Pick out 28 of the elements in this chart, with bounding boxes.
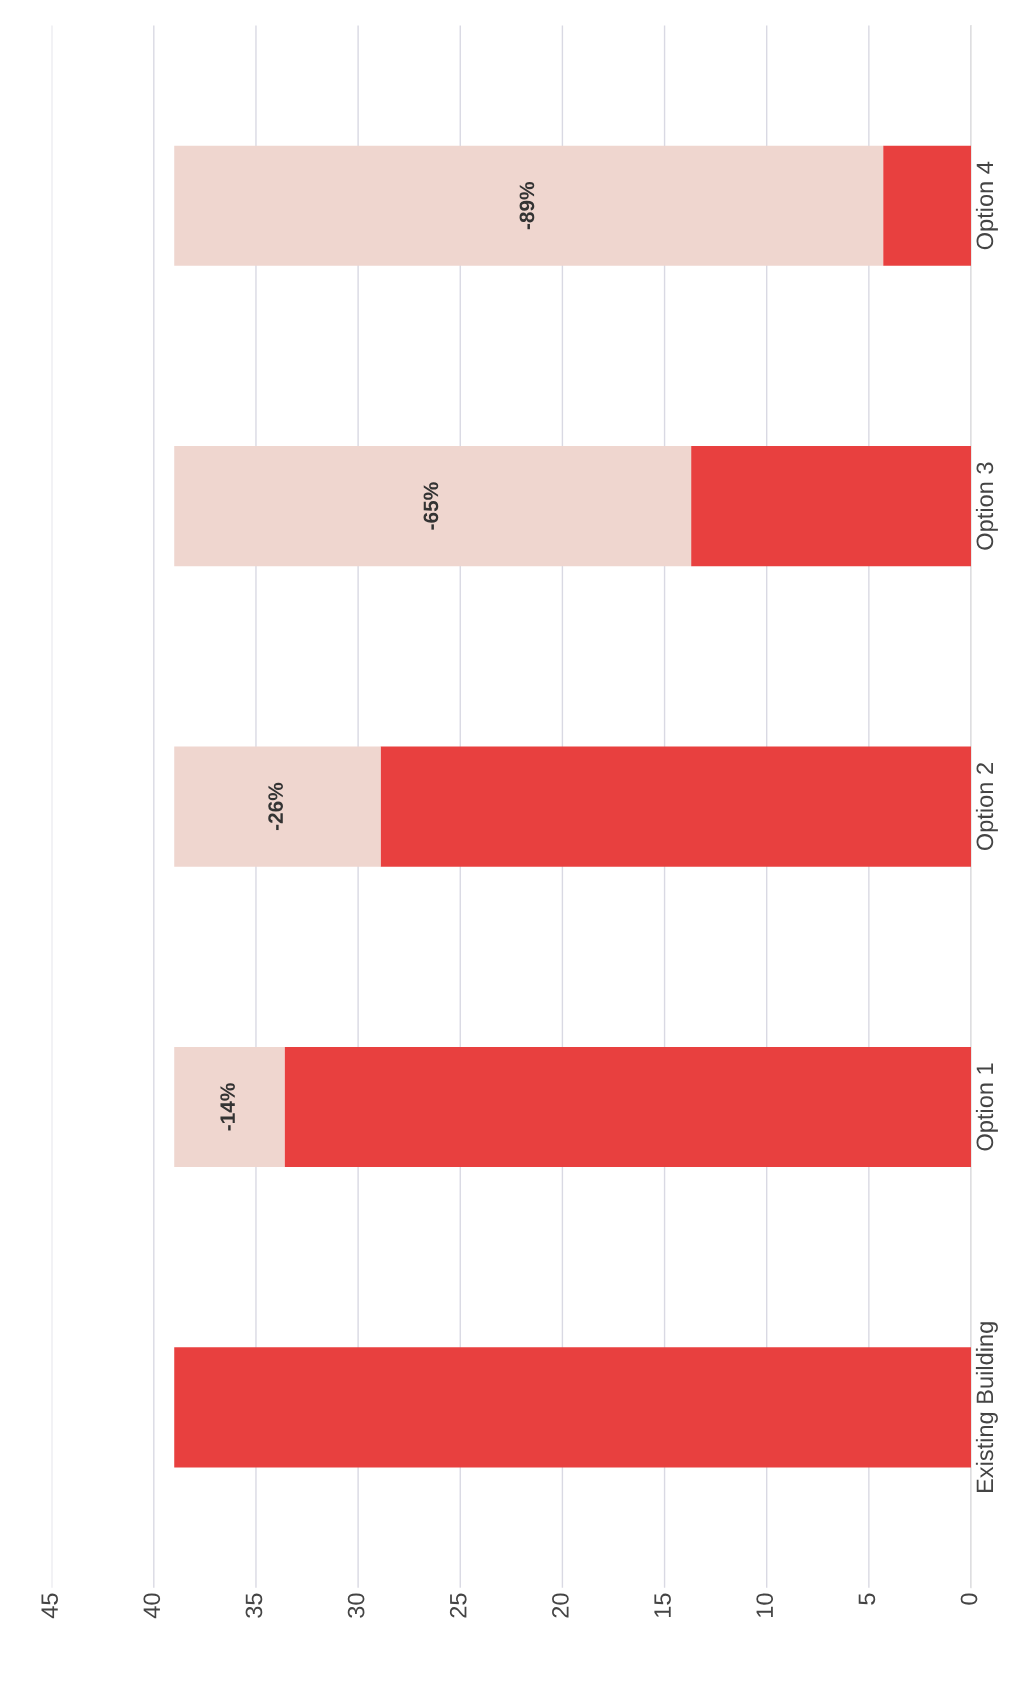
annotation: -89% <box>519 181 535 230</box>
bar <box>174 1347 972 1468</box>
x-tick-label: 45 <box>41 1593 58 1619</box>
bar <box>174 145 884 266</box>
x-tick-label: 5 <box>858 1593 876 1605</box>
bar <box>691 446 972 567</box>
bar <box>284 1046 972 1168</box>
x-tick-label: 30 <box>347 1593 365 1618</box>
annotation: -14% <box>220 1083 235 1131</box>
bar <box>174 446 692 567</box>
x-tick-label: 15 <box>654 1593 671 1617</box>
annotation: -65% <box>423 482 439 530</box>
x-tick-label: 0 <box>960 1593 978 1605</box>
y-tick-label: Option 4 <box>975 161 998 250</box>
bar <box>174 1046 285 1168</box>
y-tick-label: Option 2 <box>975 763 998 851</box>
y-tick-label: Option 1 <box>975 1063 998 1151</box>
x-tick-label: 20 <box>552 1593 569 1618</box>
x-tick-label: 25 <box>449 1593 467 1618</box>
bar <box>380 746 972 867</box>
bar <box>883 145 972 266</box>
y-tick-label: Existing Building <box>975 1322 998 1493</box>
x-tick-label: 40 <box>143 1593 161 1619</box>
annotation: -26% <box>268 782 283 831</box>
y-tick-label: Option 3 <box>975 462 998 550</box>
x-tick-label: 35 <box>245 1593 263 1618</box>
x-tick-label: 10 <box>756 1593 774 1617</box>
bar <box>174 746 381 867</box>
